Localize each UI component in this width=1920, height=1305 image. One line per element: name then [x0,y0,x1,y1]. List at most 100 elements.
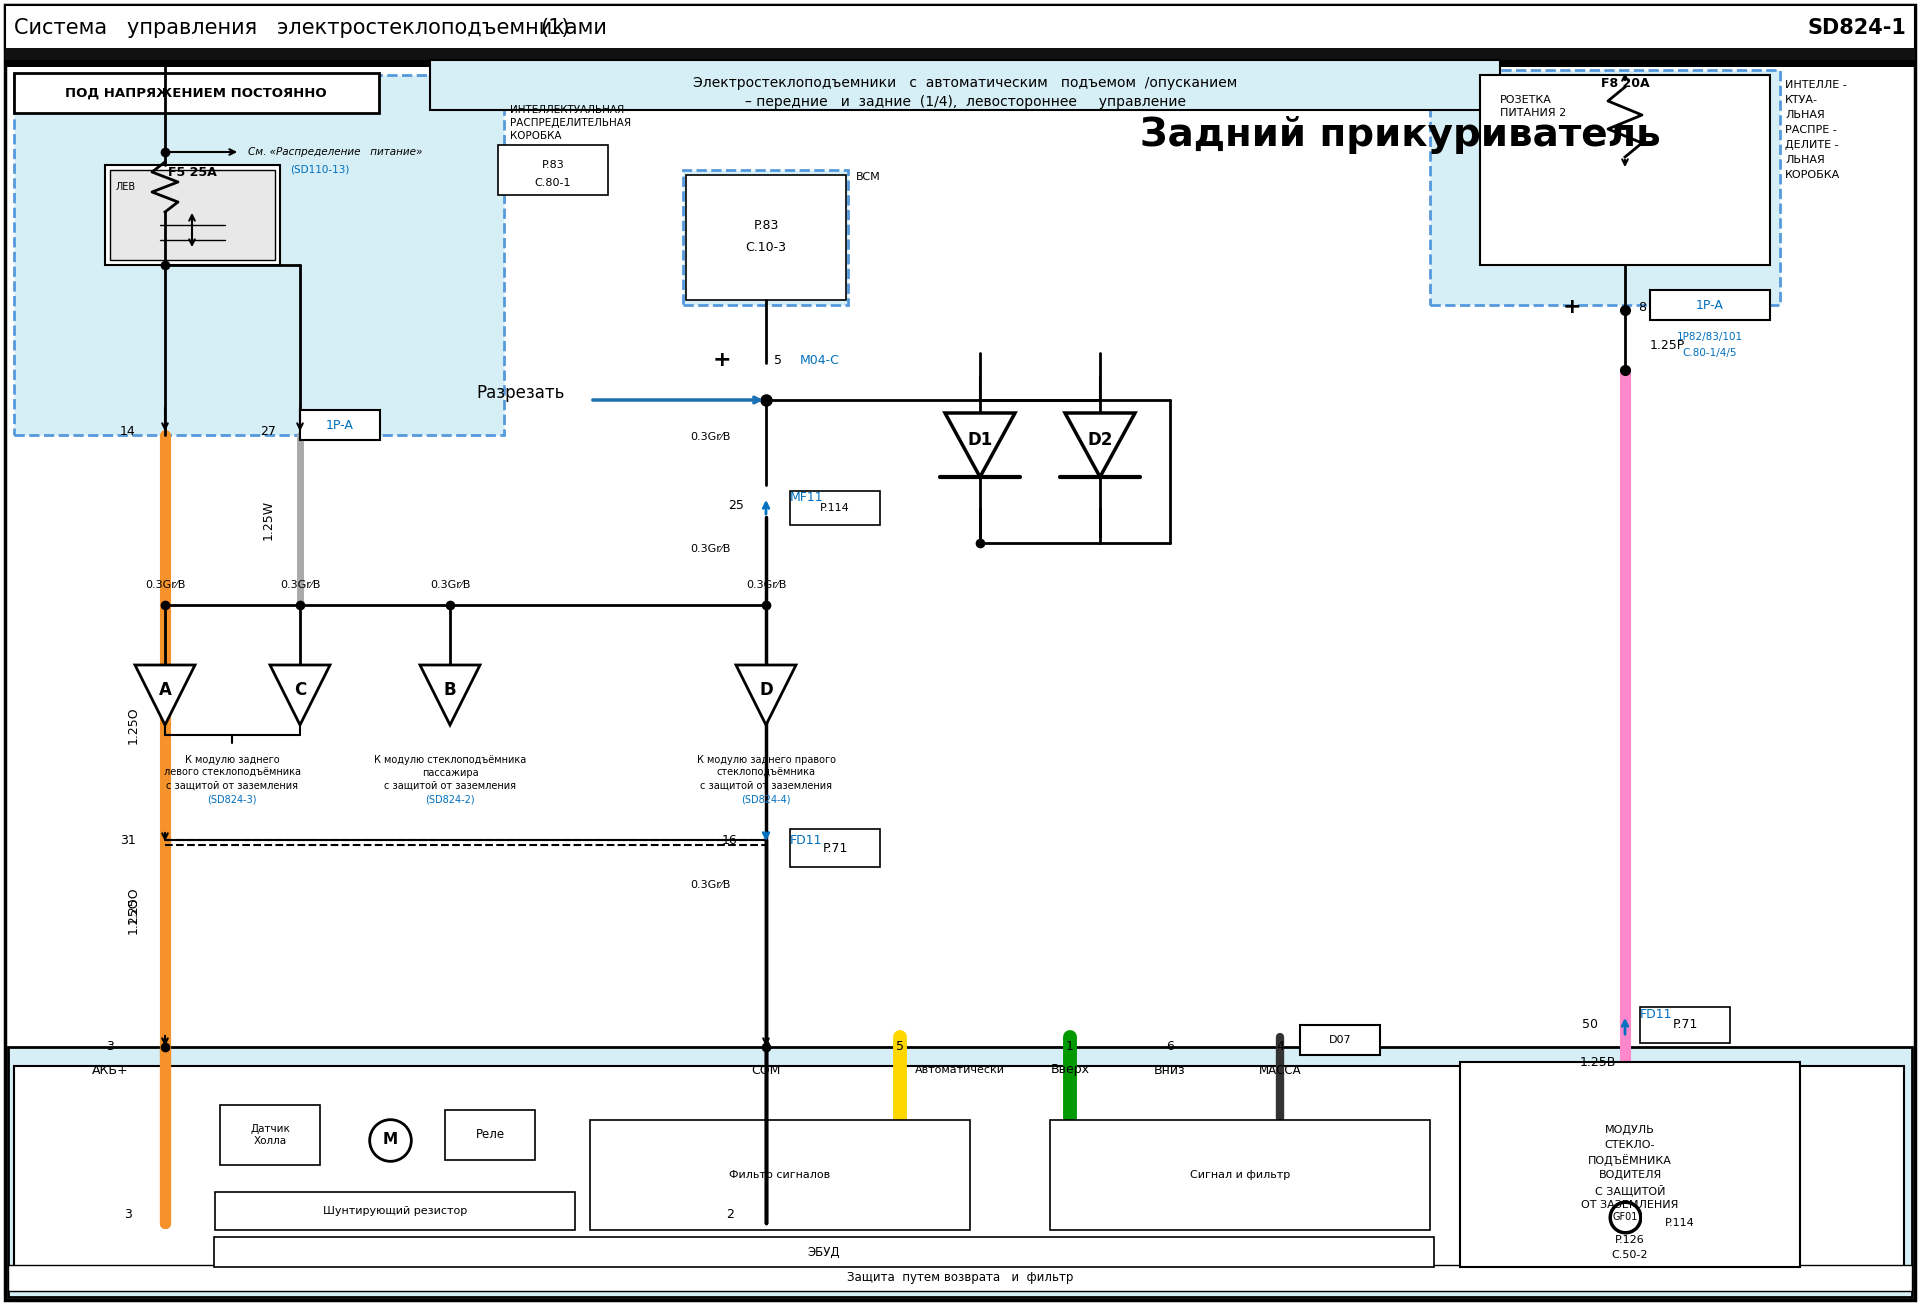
Text: 8: 8 [1638,300,1645,313]
Bar [1642,1203,1738,1233]
Text: пассажира: пассажира [422,769,478,778]
Text: К модулю стеклоподъёмника: К модулю стеклоподъёмника [374,756,526,765]
Text: КТУА-: КТУА- [1786,95,1818,104]
Bar [109,170,275,260]
Bar [684,170,849,305]
Bar [6,48,1914,60]
Bar [430,60,1500,110]
Bar [789,829,879,867]
Text: РОЗЕТКА: РОЗЕТКА [1500,95,1551,104]
Polygon shape [1066,412,1135,478]
Text: M04-C: M04-C [801,354,839,367]
Text: Разрезать: Разрезать [476,384,564,402]
Text: ИНТЕЛЛЕ -: ИНТЕЛЛЕ - [1786,80,1847,90]
Text: (SD110-13): (SD110-13) [290,164,349,174]
Text: P.126: P.126 [1615,1235,1645,1245]
Text: 1.25B: 1.25B [1580,1057,1617,1070]
Bar [6,5,1914,50]
Text: ПОД НАПРЯЖЕНИЕМ ПОСТОЯННО: ПОД НАПРЯЖЕНИЕМ ПОСТОЯННО [65,86,326,99]
Text: 0.3Gr⁄B: 0.3Gr⁄B [144,579,184,590]
Bar [106,164,280,265]
Text: Защита  путем возврата   и  фильтр: Защита путем возврата и фильтр [847,1271,1073,1284]
Text: С ЗАЩИТОЙ: С ЗАЩИТОЙ [1596,1184,1665,1195]
Text: 0.3Gr⁄B: 0.3Gr⁄B [689,880,730,890]
Polygon shape [420,666,480,726]
Text: P.83: P.83 [541,161,564,170]
Text: 31: 31 [121,834,136,847]
Text: См. «Распределение   питание»: См. «Распределение питание» [248,147,422,157]
Bar [1640,1007,1730,1043]
Bar [685,175,847,300]
Text: Электростеклоподъемники   с  автоматическим   подъемом  /опусканием: Электростеклоподъемники с автоматическим… [693,76,1236,90]
Text: 1P82/83/101: 1P82/83/101 [1676,331,1743,342]
Text: с защитой от заземления: с защитой от заземления [165,780,298,791]
Polygon shape [271,666,330,726]
Text: P.114: P.114 [1665,1218,1695,1228]
Bar [215,1191,574,1231]
Text: Вверх: Вверх [1050,1064,1089,1077]
Text: +: + [712,350,732,371]
Text: К модулю заднего правого: К модулю заднего правого [697,756,835,765]
Text: КОРОБКА: КОРОБКА [511,130,561,141]
Text: АКБ+: АКБ+ [92,1064,129,1077]
Text: – передние   и  задние  (1/4),  левостороннее     управление: – передние и задние (1/4), левостороннее… [745,95,1185,110]
Text: с защитой от заземления: с защитой от заземления [384,780,516,791]
Text: 5: 5 [774,354,781,367]
Text: ДЕЛИТЕ -: ДЕЛИТЕ - [1786,140,1839,150]
Text: 14: 14 [121,424,136,437]
Text: Автоматически: Автоматически [916,1065,1004,1075]
Text: COM: COM [751,1064,781,1077]
Bar [13,73,378,114]
Text: D: D [758,681,774,699]
Text: (SD824-4): (SD824-4) [741,793,791,804]
Text: C.50-2: C.50-2 [1611,1250,1647,1261]
Text: (SD824-2): (SD824-2) [424,793,474,804]
Text: 1.25O: 1.25O [127,706,140,744]
Text: 5: 5 [897,1040,904,1053]
Text: КОРОБКА: КОРОБКА [1786,170,1839,180]
Text: M: M [382,1133,397,1147]
Text: P.83: P.83 [753,218,780,231]
Bar [13,1066,1905,1291]
Polygon shape [134,666,196,726]
Bar [221,1105,321,1165]
Text: ПОДЪЁМНИКА: ПОДЪЁМНИКА [1588,1154,1672,1165]
Text: РАСПРЕДЕЛИТЕЛЬНАЯ: РАСПРЕДЕЛИТЕЛЬНАЯ [511,117,632,128]
Bar [8,1265,1912,1291]
Text: BCM: BCM [856,172,881,181]
Text: Фильтр сигналов: Фильтр сигналов [730,1171,831,1180]
Text: 1.25W: 1.25W [261,500,275,540]
Text: +: + [1563,298,1582,317]
Text: (1): (1) [540,18,570,38]
Bar [300,410,380,440]
Bar [6,60,1914,67]
Text: СТЕКЛО-: СТЕКЛО- [1605,1141,1655,1150]
Text: GF01: GF01 [1613,1212,1638,1221]
Text: 27: 27 [259,424,276,437]
Polygon shape [735,666,797,726]
Text: 4: 4 [1277,1040,1284,1053]
Text: Сигнал и фильтр: Сигнал и фильтр [1190,1171,1290,1180]
Text: 1P-A: 1P-A [1695,299,1724,312]
Text: 2: 2 [726,1207,733,1220]
Text: 0.3Gr⁄B: 0.3Gr⁄B [745,579,785,590]
Text: P.71: P.71 [822,842,849,855]
Text: Реле: Реле [476,1129,505,1142]
Text: 0.3Gr⁄B: 0.3Gr⁄B [689,544,730,555]
Text: МАССА: МАССА [1260,1064,1302,1077]
Bar [497,145,609,194]
Text: ВОДИТЕЛЯ: ВОДИТЕЛЯ [1597,1171,1661,1180]
Text: C.80-1: C.80-1 [536,177,572,188]
Bar [589,1120,970,1231]
Text: МОДУЛЬ: МОДУЛЬ [1605,1125,1655,1135]
Text: 0.3Gr⁄B: 0.3Gr⁄B [430,579,470,590]
Text: 0.3Gr⁄B: 0.3Gr⁄B [280,579,321,590]
Text: D1: D1 [968,431,993,449]
Text: P.114: P.114 [820,502,851,513]
Text: 6: 6 [1165,1040,1173,1053]
Text: Вниз: Вниз [1154,1064,1187,1077]
Text: стеклоподъёмника: стеклоподъёмника [716,769,816,778]
Text: C: C [294,681,305,699]
Text: C.80-1/4/5: C.80-1/4/5 [1682,348,1738,358]
Text: ЛЬНАЯ: ЛЬНАЯ [1786,110,1824,120]
